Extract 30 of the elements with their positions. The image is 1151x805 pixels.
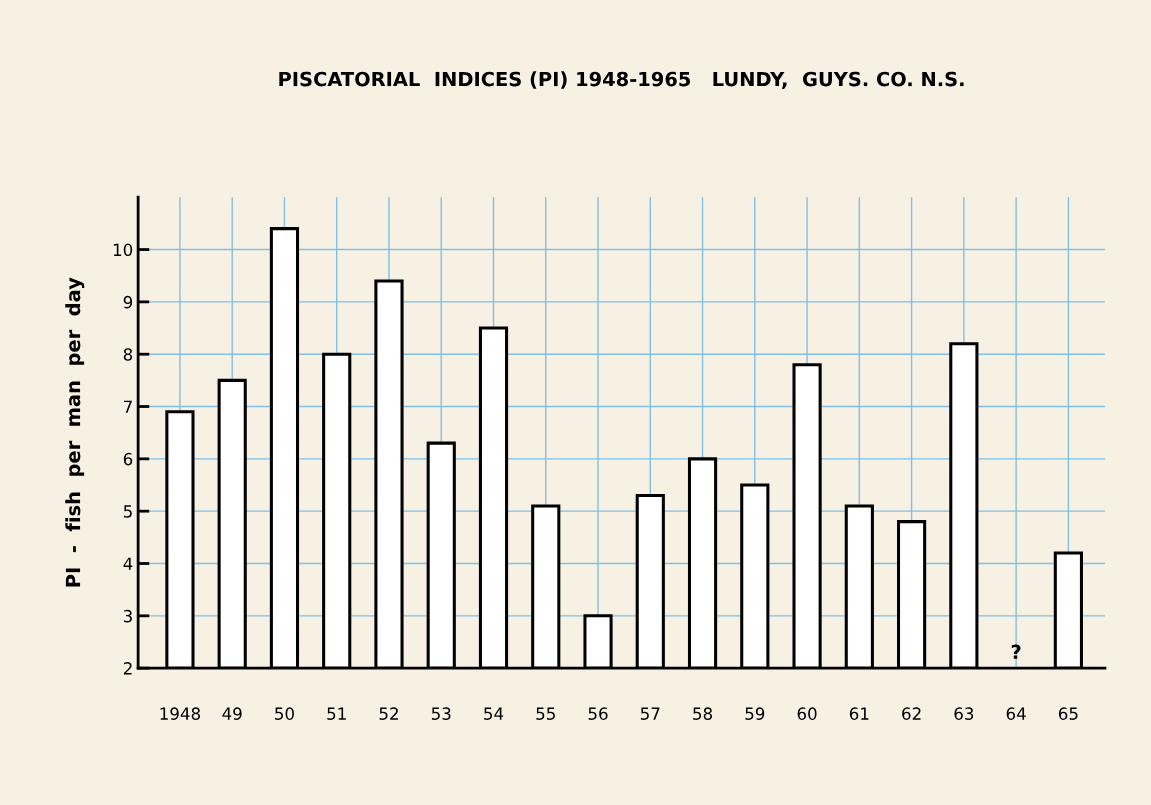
y-tick-label: 9 xyxy=(123,295,133,309)
y-tick-label: 5 xyxy=(123,505,132,518)
x-tick-label: 62 xyxy=(902,707,921,720)
x-tick-label: 58 xyxy=(693,707,713,720)
y-tick-label: 6 xyxy=(123,452,133,466)
x-tick-label: 57 xyxy=(640,707,660,720)
y-tick-label: 8 xyxy=(123,348,133,361)
x-tick-label: 61 xyxy=(849,707,869,720)
x-tick-label: 51 xyxy=(327,707,346,720)
x-tick-label: 60 xyxy=(797,707,817,720)
x-tick-label: 59 xyxy=(745,707,765,720)
x-tick-label: 64 xyxy=(1006,707,1026,720)
x-tick-label: 52 xyxy=(379,707,398,720)
x-tick-label: 54 xyxy=(484,707,504,720)
y-tick-label: 3 xyxy=(123,609,132,623)
x-tick-label: 63 xyxy=(954,707,974,720)
annotation: ? xyxy=(1011,644,1021,659)
x-tick-label: 50 xyxy=(275,707,294,720)
x-tick-label: 65 xyxy=(1058,707,1078,720)
x-tick-label: 53 xyxy=(431,707,451,720)
x-tick-label: 1948 xyxy=(160,707,200,720)
x-tick-label: 55 xyxy=(536,707,555,720)
y-axis-title: PI - fish per man per day xyxy=(65,277,85,587)
y-tick-label: 10 xyxy=(113,243,133,257)
y-tick-label: 4 xyxy=(123,557,133,570)
x-tick-label: 49 xyxy=(222,707,242,720)
chart-title: PISCATORIAL INDICES (PI) 1948-1965 LUNDY, GUYS. CO. N.S. xyxy=(279,71,964,89)
x-tick-label: 56 xyxy=(588,707,608,720)
y-tick-label: 2 xyxy=(123,662,132,675)
y-tick-label: 7 xyxy=(124,400,132,413)
